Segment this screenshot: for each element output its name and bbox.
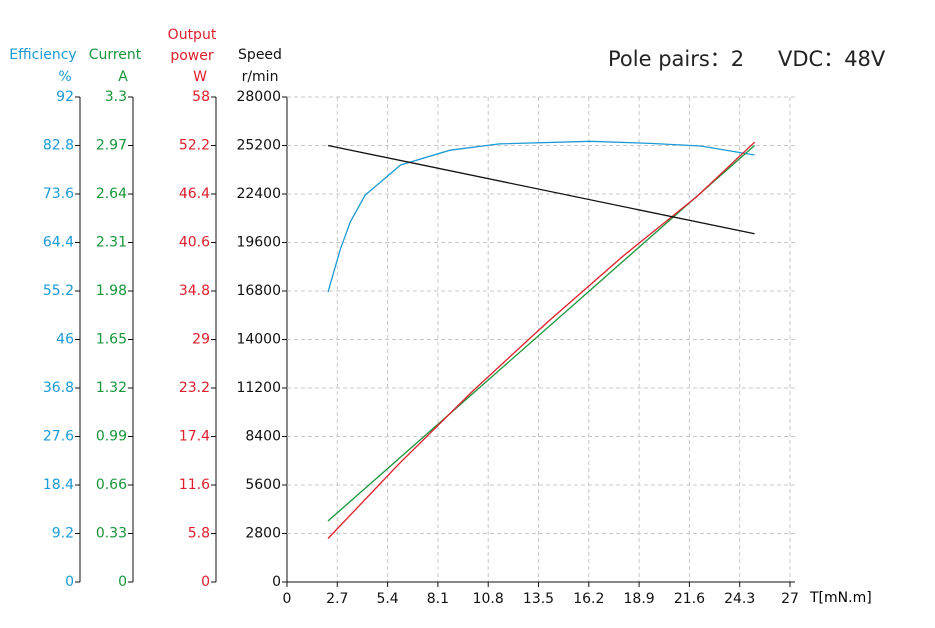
y-tick-label: 0	[65, 574, 74, 590]
y-tick-label: 0.33	[96, 526, 127, 542]
y-axis-label: Speed	[238, 47, 282, 63]
y-tick-label: 2.31	[96, 235, 127, 251]
y-tick-label: 36.8	[43, 380, 74, 396]
y-tick-label: 64.4	[43, 235, 74, 251]
series-line	[327, 140, 755, 293]
y-tick-label: 17.4	[179, 429, 210, 445]
y-tick-label: 40.6	[179, 235, 210, 251]
y-axis-label: r/min	[242, 69, 279, 85]
y-tick-label: 16800	[236, 283, 281, 299]
x-tick-label: 5.4	[376, 591, 398, 607]
y-axis-label: Output	[168, 27, 217, 43]
x-tick-label: 13.5	[523, 591, 554, 607]
y-tick-label: 5600	[245, 477, 281, 493]
x-axis-label: T[mN.m]	[809, 590, 872, 606]
y-tick-label: 8400	[245, 429, 281, 445]
x-tick-label: 0	[283, 591, 292, 607]
y-tick-label: 5.8	[188, 526, 210, 542]
y-tick-label: 29	[192, 332, 210, 348]
y-tick-label: 27.6	[43, 429, 74, 445]
y-tick-label: 14000	[236, 332, 281, 348]
y-tick-label: 9.2	[52, 526, 74, 542]
x-tick-label: 24.3	[724, 591, 755, 607]
y-tick-label: 2.64	[96, 186, 127, 202]
y-tick-label: 0	[201, 574, 210, 590]
y-tick-label: 46.4	[179, 186, 210, 202]
y-tick-label: 58	[192, 89, 210, 105]
y-tick-label: 3.3	[105, 89, 127, 105]
x-tick-label: 27	[781, 591, 799, 607]
y-tick-label: 55.2	[43, 283, 74, 299]
y-tick-label: 92	[56, 89, 74, 105]
y-tick-label: 11200	[236, 380, 281, 396]
series-line	[327, 141, 756, 539]
y-tick-label: 22400	[236, 186, 281, 202]
chart-title: Pole pairs：2	[608, 47, 744, 71]
y-tick-label: 73.6	[43, 186, 74, 202]
y-tick-label: 2.97	[96, 138, 127, 154]
y-tick-label: 19600	[236, 235, 281, 251]
y-tick-label: 11.6	[179, 477, 210, 493]
y-tick-label: 46	[56, 332, 74, 348]
y-tick-label: 1.32	[96, 380, 127, 396]
y-tick-label: 2800	[245, 526, 281, 542]
x-tick-label: 16.2	[573, 591, 604, 607]
x-tick-label: 18.9	[624, 591, 655, 607]
x-tick-label: 21.6	[674, 591, 705, 607]
y-tick-label: 18.4	[43, 477, 74, 493]
y-tick-label: 0	[118, 574, 127, 590]
y-axis-label: W	[193, 69, 207, 85]
y-tick-label: 0	[272, 574, 281, 590]
y-tick-label: 52.2	[179, 138, 210, 154]
y-tick-label: 0.66	[96, 477, 127, 493]
series-line	[327, 144, 755, 235]
x-tick-label: 8.1	[427, 591, 449, 607]
y-axis-label: Efficiency	[9, 47, 76, 63]
y-axis-label: power	[170, 48, 214, 64]
x-tick-label: 2.7	[326, 591, 348, 607]
y-tick-label: 82.8	[43, 138, 74, 154]
y-tick-label: 1.65	[96, 332, 127, 348]
y-tick-label: 0.99	[96, 429, 127, 445]
chart-subtitle: VDC：48V	[778, 47, 886, 71]
y-tick-label: 28000	[236, 89, 281, 105]
y-tick-label: 25200	[236, 138, 281, 154]
y-axis-label: %	[58, 69, 71, 85]
x-tick-label: 10.8	[473, 591, 504, 607]
y-axis-label: A	[118, 69, 128, 85]
y-tick-label: 1.98	[96, 283, 127, 299]
y-axis-label: Current	[89, 47, 142, 63]
y-tick-label: 23.2	[179, 380, 210, 396]
y-tick-label: 34.8	[179, 283, 210, 299]
